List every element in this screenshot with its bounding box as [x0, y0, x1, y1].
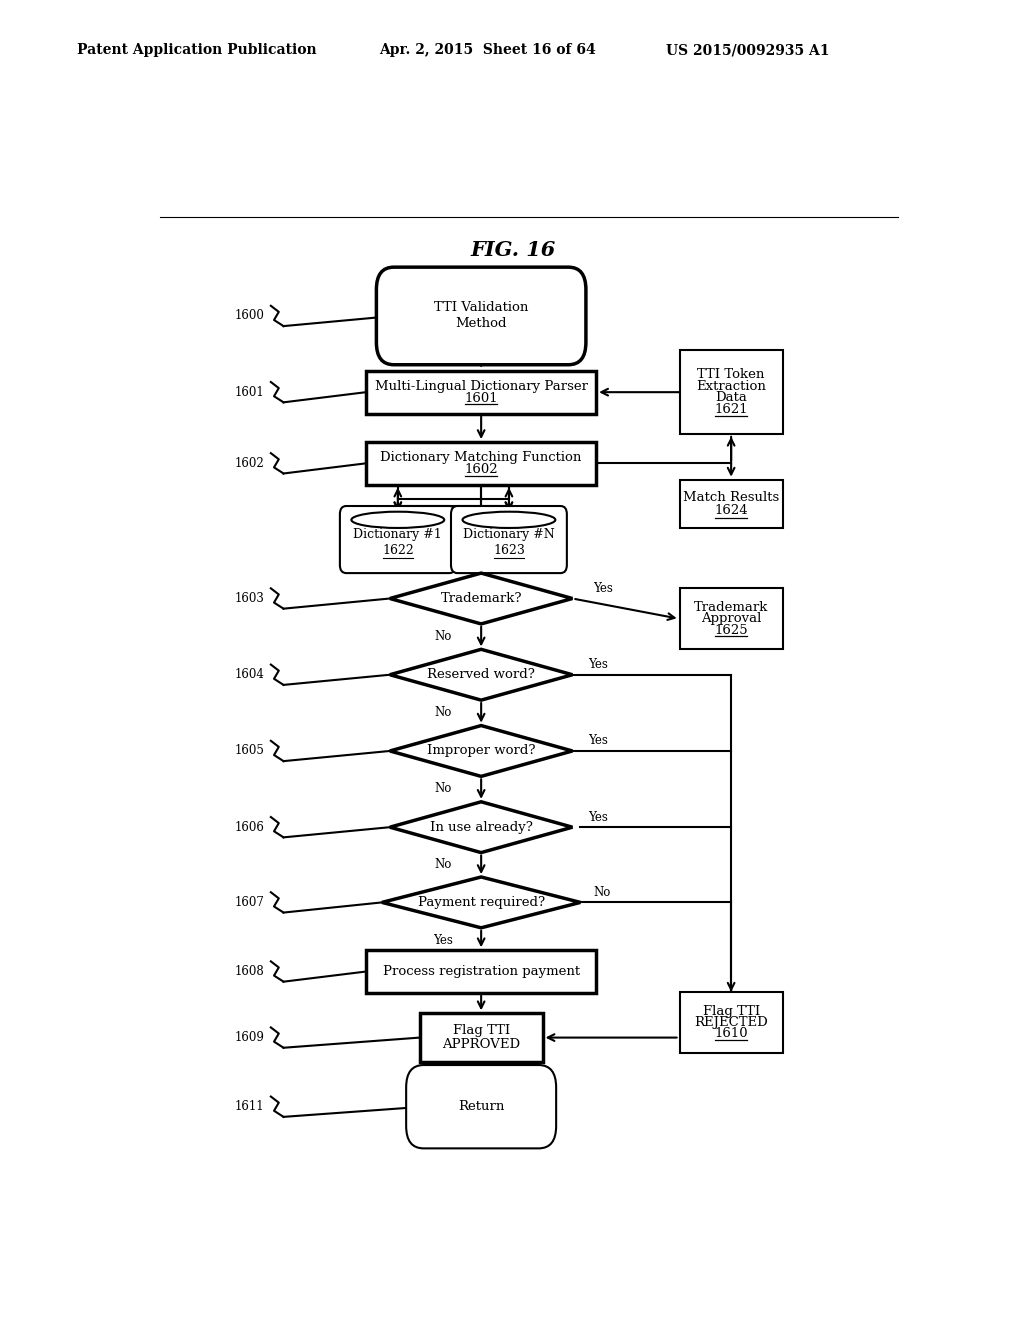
- Text: Multi-Lingual Dictionary Parser: Multi-Lingual Dictionary Parser: [375, 380, 588, 393]
- Text: 1611: 1611: [234, 1100, 264, 1113]
- Text: Yes: Yes: [588, 810, 608, 824]
- FancyBboxPatch shape: [340, 506, 456, 573]
- Bar: [367, 371, 596, 413]
- FancyBboxPatch shape: [407, 1065, 556, 1148]
- Text: 1606: 1606: [234, 821, 264, 834]
- Text: Match Results: Match Results: [683, 491, 779, 504]
- Text: APPROVED: APPROVED: [442, 1038, 520, 1051]
- Text: 1609: 1609: [234, 1031, 264, 1044]
- Text: REJECTED: REJECTED: [694, 1016, 768, 1028]
- Text: 1602: 1602: [464, 463, 498, 475]
- Text: 1622: 1622: [382, 544, 414, 557]
- Text: Dictionary #1: Dictionary #1: [353, 528, 442, 541]
- Text: Trademark?: Trademark?: [440, 591, 522, 605]
- Ellipse shape: [351, 512, 444, 528]
- Bar: [420, 1014, 543, 1063]
- Text: Dictionary Matching Function: Dictionary Matching Function: [381, 451, 582, 463]
- Text: 1600: 1600: [234, 309, 264, 322]
- Text: TTI Token: TTI Token: [697, 368, 765, 381]
- Bar: [680, 351, 782, 434]
- Polygon shape: [390, 726, 572, 776]
- Bar: [367, 950, 596, 993]
- Text: Yes: Yes: [593, 582, 612, 595]
- Text: No: No: [434, 858, 452, 871]
- Text: No: No: [434, 706, 452, 719]
- Polygon shape: [382, 876, 581, 928]
- Text: Yes: Yes: [588, 659, 608, 671]
- Text: 1608: 1608: [234, 965, 264, 978]
- Text: Improper word?: Improper word?: [427, 744, 536, 758]
- Text: Extraction: Extraction: [696, 380, 766, 393]
- Text: No: No: [434, 781, 452, 795]
- Text: 1602: 1602: [234, 457, 264, 470]
- Text: In use already?: In use already?: [430, 821, 532, 834]
- Text: Payment required?: Payment required?: [418, 896, 545, 909]
- Text: Return: Return: [458, 1100, 505, 1113]
- Text: Patent Application Publication: Patent Application Publication: [77, 44, 316, 57]
- Text: 1624: 1624: [715, 504, 748, 517]
- Text: 1607: 1607: [234, 896, 264, 909]
- Polygon shape: [390, 801, 572, 853]
- Text: No: No: [594, 886, 611, 899]
- Text: FIG. 16: FIG. 16: [470, 240, 556, 260]
- Text: 1603: 1603: [234, 591, 264, 605]
- Text: 1601: 1601: [234, 385, 264, 399]
- Text: Process registration payment: Process registration payment: [383, 965, 580, 978]
- Text: TTI Validation
Method: TTI Validation Method: [434, 301, 528, 330]
- Bar: [367, 442, 596, 484]
- Text: Data: Data: [715, 392, 748, 404]
- Text: 1610: 1610: [715, 1027, 748, 1040]
- Text: 1601: 1601: [464, 392, 498, 404]
- FancyBboxPatch shape: [377, 267, 586, 364]
- Text: 1623: 1623: [493, 544, 525, 557]
- Text: Flag TTI: Flag TTI: [453, 1024, 510, 1038]
- Bar: [680, 479, 782, 528]
- Text: Trademark: Trademark: [694, 601, 768, 614]
- Text: Dictionary #N: Dictionary #N: [463, 528, 555, 541]
- Text: 1621: 1621: [715, 403, 748, 416]
- Bar: [680, 991, 782, 1053]
- FancyBboxPatch shape: [451, 506, 567, 573]
- Text: Flag TTI: Flag TTI: [702, 1005, 760, 1018]
- Text: Apr. 2, 2015  Sheet 16 of 64: Apr. 2, 2015 Sheet 16 of 64: [379, 44, 596, 57]
- Text: Yes: Yes: [588, 734, 608, 747]
- Bar: [680, 589, 782, 649]
- Text: US 2015/0092935 A1: US 2015/0092935 A1: [666, 44, 829, 57]
- Text: Approval: Approval: [701, 612, 761, 626]
- Ellipse shape: [463, 512, 555, 528]
- Polygon shape: [390, 573, 572, 624]
- Polygon shape: [390, 649, 572, 700]
- Text: 1625: 1625: [715, 623, 748, 636]
- Text: 1605: 1605: [234, 744, 264, 758]
- Text: Reserved word?: Reserved word?: [427, 668, 536, 681]
- Text: No: No: [434, 630, 452, 643]
- Text: 1604: 1604: [234, 668, 264, 681]
- Text: Yes: Yes: [433, 933, 453, 946]
